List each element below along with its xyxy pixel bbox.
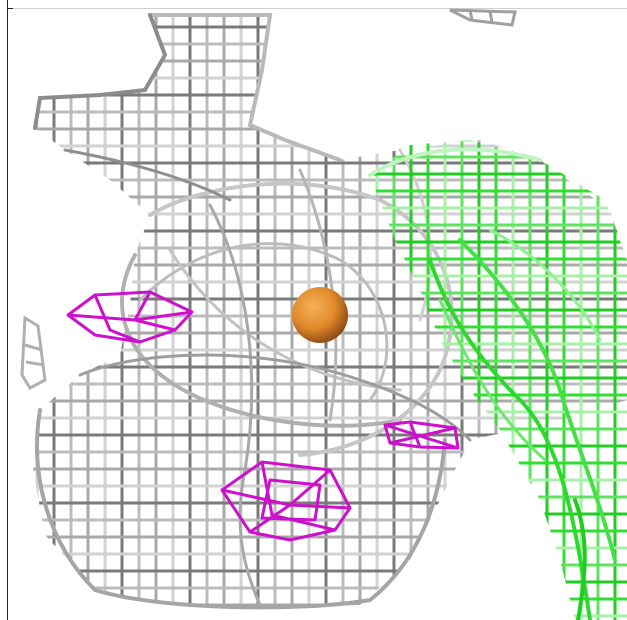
viewer-top-corner	[7, 0, 13, 9]
gray-mesh-fragment	[20, 315, 47, 390]
gray-mesh-contours	[33, 13, 472, 610]
green-mesh-contours	[368, 147, 617, 620]
magenta-density-blob-right	[383, 420, 460, 450]
gray-mesh-top-fragment	[449, 8, 517, 27]
viewer-left-edge	[0, 0, 8, 620]
magenta-density-blob-bottom	[220, 460, 352, 542]
viewer-top-rule	[13, 8, 627, 9]
magenta-density-blob-left	[66, 290, 194, 344]
orange-atom-sphere[interactable]	[292, 287, 348, 343]
